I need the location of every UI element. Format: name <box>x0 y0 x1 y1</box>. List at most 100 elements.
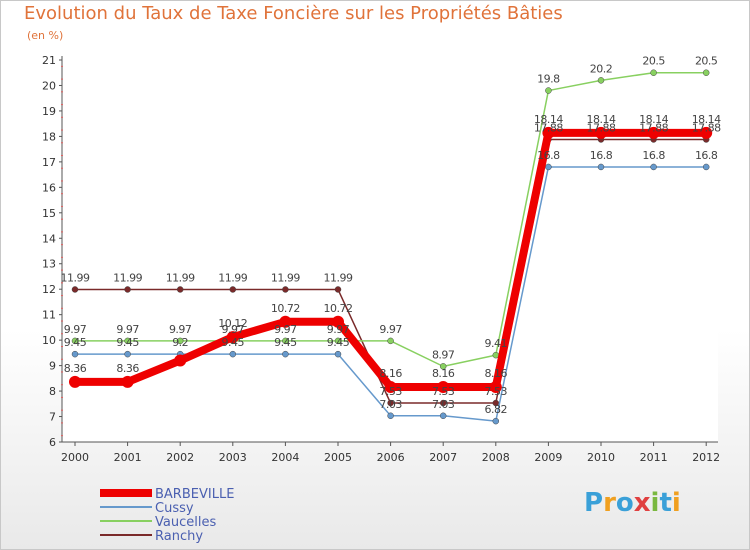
y-tick-label: 17 <box>42 156 56 169</box>
data-point-cussy <box>650 163 657 171</box>
data-label-vaucelles: 9.41 <box>485 337 508 350</box>
logo-letter: i <box>650 488 660 518</box>
data-label-ranchy: 7.53 <box>432 385 455 398</box>
data-label-ranchy: 11.99 <box>218 271 247 284</box>
data-label-barbeville: 8.36 <box>64 362 87 375</box>
x-tick-label: 2003 <box>219 451 247 464</box>
logo-letter: P <box>584 488 604 518</box>
data-label-cussy: 7.03 <box>379 398 402 411</box>
data-point-vaucelles <box>387 337 394 345</box>
data-point-barbeville <box>69 375 81 388</box>
data-point-ranchy <box>439 399 447 407</box>
data-label-vaucelles: 9.97 <box>222 323 245 336</box>
y-tick-label: 6 <box>49 436 56 449</box>
data-label-vaucelles: 20.2 <box>590 62 613 75</box>
data-label-barbeville: 18.14 <box>639 113 668 126</box>
data-point-barbeville <box>121 375 134 388</box>
data-point-vaucelles <box>545 87 552 94</box>
data-point-ranchy <box>387 399 394 407</box>
data-label-ranchy: 7.53 <box>379 385 402 398</box>
data-label-cussy: 6.82 <box>485 403 508 416</box>
y-tick-label: 15 <box>42 207 56 220</box>
data-label-barbeville: 10.12 <box>218 317 247 330</box>
data-label-barbeville: 8.16 <box>432 367 455 380</box>
x-tick-label: 2006 <box>377 451 405 464</box>
x-tick-label: 2012 <box>692 451 720 464</box>
data-point-vaucelles <box>176 337 184 345</box>
data-point-vaucelles <box>71 337 79 345</box>
data-label-cussy: 9.45 <box>64 336 87 349</box>
data-label-ranchy: 11.99 <box>113 271 142 284</box>
data-point-vaucelles <box>597 77 605 84</box>
data-label-cussy: 9.45 <box>116 336 139 349</box>
data-label-cussy: 9.45 <box>327 336 350 349</box>
data-point-barbeville <box>384 380 397 393</box>
data-point-vaucelles <box>439 363 447 370</box>
x-tick-label: 2000 <box>61 451 89 464</box>
data-label-barbeville: 10.72 <box>324 302 353 315</box>
data-label-ranchy: 11.99 <box>324 271 353 284</box>
data-point-cussy <box>387 412 394 420</box>
data-point-ranchy <box>229 286 237 293</box>
data-point-barbeville <box>332 315 344 328</box>
logo-letter: o <box>615 488 634 518</box>
data-label-vaucelles: 8.97 <box>432 348 455 361</box>
data-point-ranchy <box>282 286 289 293</box>
data-label-ranchy: 11.99 <box>271 271 300 284</box>
data-label-cussy: 16.8 <box>590 149 613 162</box>
data-label-cussy: 16.8 <box>642 149 665 162</box>
data-label-vaucelles: 9.97 <box>169 323 192 336</box>
data-point-barbeville <box>279 315 292 328</box>
data-point-vaucelles <box>282 337 289 345</box>
y-tick-label: 7 <box>49 411 56 424</box>
logo-letter: i <box>671 488 681 518</box>
data-point-vaucelles <box>650 69 657 76</box>
legend-label-cussy: Cussy <box>155 501 194 516</box>
y-tick-label: 19 <box>42 105 56 118</box>
proxiti-logo: Proxiti <box>584 488 681 518</box>
data-label-vaucelles: 9.97 <box>116 323 139 336</box>
data-label-ranchy: 7.53 <box>485 385 508 398</box>
data-label-vaucelles: 20.5 <box>642 55 665 68</box>
x-tick-label: 2011 <box>640 451 668 464</box>
y-tick-label: 10 <box>42 334 56 347</box>
logo-letter: r <box>603 488 616 518</box>
x-tick-label: 2010 <box>587 451 615 464</box>
data-point-vaucelles <box>334 337 342 345</box>
data-label-barbeville: 8.36 <box>116 362 139 375</box>
y-tick-label: 14 <box>42 232 56 245</box>
data-point-ranchy <box>176 286 184 293</box>
data-label-vaucelles: 19.8 <box>537 73 560 86</box>
x-tick-label: 2008 <box>482 451 510 464</box>
data-label-cussy: 9.2 <box>172 336 188 349</box>
data-point-barbeville <box>542 126 555 139</box>
legend-label-barbeville: BARBEVILLE <box>155 487 234 502</box>
y-tick-label: 13 <box>42 258 56 271</box>
x-tick-label: 2005 <box>324 451 352 464</box>
data-label-ranchy: 17.88 <box>587 121 616 134</box>
data-point-cussy <box>545 163 552 171</box>
data-label-barbeville: 18.14 <box>587 113 616 126</box>
data-label-vaucelles: 9.97 <box>64 323 87 336</box>
data-label-cussy: 9.45 <box>222 336 245 349</box>
data-point-cussy <box>334 350 342 358</box>
data-label-barbeville: 8.16 <box>379 367 402 380</box>
data-point-ranchy <box>124 286 131 293</box>
data-label-ranchy: 11.99 <box>61 271 90 284</box>
data-label-ranchy: 17.88 <box>639 121 668 134</box>
data-label-ranchy: 11.99 <box>166 271 195 284</box>
data-point-cussy <box>229 350 237 358</box>
data-point-barbeville <box>489 380 502 393</box>
legend-label-vaucelles: Vaucelles <box>155 515 216 530</box>
data-label-barbeville: 8.16 <box>485 367 508 380</box>
data-label-barbeville: 10.72 <box>271 302 300 315</box>
data-label-vaucelles: 9.97 <box>379 323 402 336</box>
plot-area <box>62 56 718 442</box>
data-label-cussy: 16.8 <box>537 149 560 162</box>
data-point-cussy <box>124 350 131 358</box>
data-label-barbeville: 18.14 <box>534 113 563 126</box>
data-point-ranchy <box>334 286 342 293</box>
data-point-barbeville <box>174 354 187 367</box>
chart-title: Evolution du Taux de Taxe Foncière sur l… <box>24 3 563 24</box>
